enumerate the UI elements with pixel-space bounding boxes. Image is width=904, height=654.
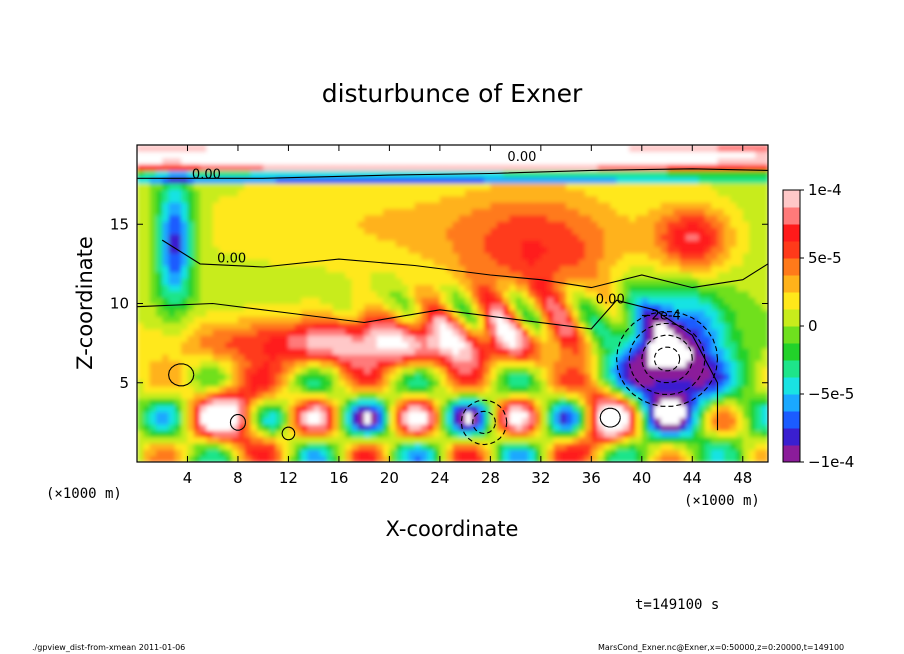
x-unit-label-right: (×1000 m) — [684, 493, 760, 509]
colorbar-swatch — [783, 326, 800, 344]
exner-disturbance-field — [137, 145, 768, 462]
colorbar-tick-label: 0 — [808, 317, 818, 335]
x-tick-label: 28 — [481, 469, 500, 487]
colorbar-swatch — [783, 377, 800, 395]
x-tick-label: 4 — [183, 469, 193, 487]
y-tick-label: 5 — [119, 374, 129, 392]
x-tick-label: 48 — [733, 469, 752, 487]
contour-labels: 0.00 0.00 0.00 0.00 −2e-4 — [192, 150, 681, 324]
y-tick-label: 10 — [110, 295, 129, 313]
colorbar-swatch — [783, 428, 800, 446]
colorbar-swatch — [783, 258, 800, 276]
contour-lines — [137, 168, 768, 446]
colorbar-tick-label: 1e-4 — [808, 181, 842, 199]
colorbar-swatch — [783, 445, 800, 463]
contour-label: 0.00 — [192, 167, 221, 182]
colorbar-tick-label: −5e-5 — [808, 385, 854, 403]
x-axis-label: X-coordinate — [386, 517, 519, 541]
chart-title: disturbunce of Exner — [322, 79, 583, 108]
contour-label: 0.00 — [217, 251, 246, 266]
colorbar-swatch — [783, 241, 800, 259]
x-tick-label: 24 — [430, 469, 449, 487]
colorbar-swatch — [783, 343, 800, 361]
colorbar-swatch — [783, 309, 800, 327]
colorbar: 1e-4 5e-5 0 −5e-5 −1e-4 — [782, 181, 854, 471]
x-tick-label: 44 — [683, 469, 702, 487]
x-axis-ticks: 4 8 12 16 20 24 28 32 36 40 44 48 — [183, 145, 752, 487]
x-tick-label: 12 — [279, 469, 298, 487]
time-label: t=149100 s — [635, 597, 719, 613]
x-tick-label: 20 — [380, 469, 399, 487]
colorbar-tick-label: −1e-4 — [808, 453, 854, 471]
colorbar-swatch — [783, 190, 800, 208]
x-tick-label: 32 — [531, 469, 550, 487]
x-unit-label-left: (×1000 m) — [46, 486, 122, 502]
colorbar-swatch — [783, 411, 800, 429]
x-tick-label: 40 — [632, 469, 651, 487]
y-tick-label: 15 — [110, 215, 129, 233]
colorbar-swatch — [783, 394, 800, 412]
y-axis-ticks: 5 10 15 — [110, 215, 768, 392]
colorbar-swatch — [783, 207, 800, 225]
footer-right: MarsCond_Exner.nc@Exner,x=0:50000,z=0:20… — [598, 643, 844, 652]
colorbar-swatch — [783, 360, 800, 378]
x-tick-label: 16 — [329, 469, 348, 487]
colorbar-tick-label: 5e-5 — [808, 249, 842, 267]
colorbar-swatch — [783, 275, 800, 293]
y-axis-label: Z-coordinate — [73, 236, 97, 370]
colorbar-swatch — [783, 292, 800, 310]
contour-label: 0.00 — [507, 150, 536, 165]
colorbar-swatch — [783, 224, 800, 242]
contour-label: −2e-4 — [641, 308, 681, 323]
x-tick-label: 36 — [582, 469, 601, 487]
contour-label: 0.00 — [596, 293, 625, 308]
footer-left: ./gpview_dist-from-xmean 2011-01-06 — [32, 643, 185, 652]
x-tick-label: 8 — [233, 469, 243, 487]
